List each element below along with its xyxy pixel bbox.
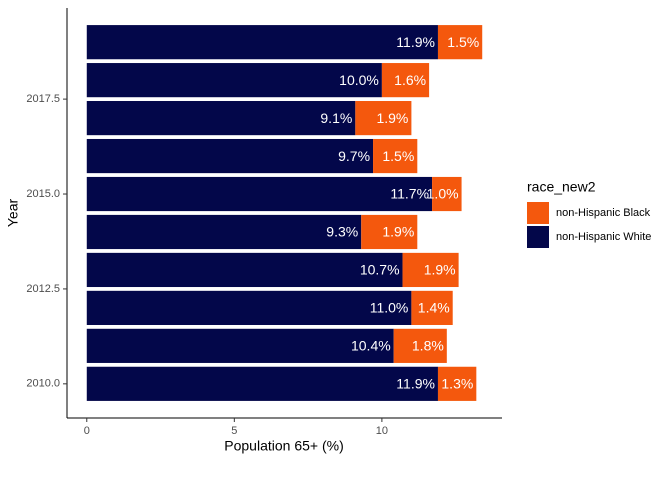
value-label: 1.9%	[376, 110, 408, 126]
y-tick-label: 2015.0	[26, 188, 60, 200]
bar	[381, 63, 430, 98]
bar	[402, 252, 459, 288]
bar	[437, 25, 483, 60]
x-tick-label: 5	[231, 425, 237, 437]
legend-label: non-Hispanic Black	[556, 207, 651, 219]
y-tick-label: 2012.5	[26, 283, 60, 295]
bar	[393, 328, 447, 363]
value-label: 1.3%	[441, 376, 473, 392]
bar	[411, 290, 453, 325]
legend-label: non-Hispanic White	[556, 231, 651, 243]
value-label: 9.3%	[326, 224, 358, 240]
bar	[86, 176, 433, 212]
bar	[437, 366, 477, 401]
value-label: 1.5%	[447, 34, 479, 50]
value-label: 10.4%	[351, 338, 391, 354]
bar	[86, 25, 438, 60]
bar	[86, 290, 412, 325]
y-tick-label: 2010.0	[26, 378, 60, 390]
value-label: 10.0%	[339, 72, 379, 88]
value-label: 1.0%	[427, 186, 459, 202]
value-label: 11.9%	[396, 34, 435, 50]
bar	[86, 63, 382, 98]
x-tick-label: 0	[84, 425, 90, 437]
y-axis-title: Year	[5, 199, 21, 228]
bar	[86, 252, 403, 288]
bar	[86, 214, 362, 250]
value-label: 1.6%	[394, 72, 426, 88]
bar	[361, 214, 418, 250]
value-label: 1.5%	[382, 148, 414, 164]
y-tick-label: 2017.5	[26, 93, 60, 105]
value-label: 1.4%	[418, 300, 450, 316]
value-label: 11.9%	[396, 376, 435, 392]
x-tick-label: 10	[376, 425, 388, 437]
bar	[86, 366, 438, 401]
value-label: 9.7%	[338, 148, 370, 164]
legend-key	[527, 226, 549, 248]
x-axis-title: Population 65+ (%)	[224, 438, 343, 454]
legend-key	[527, 202, 549, 224]
value-label: 11.0%	[370, 300, 409, 316]
bar	[86, 328, 394, 363]
bar	[86, 101, 356, 136]
value-label: 1.8%	[412, 338, 444, 354]
value-label: 10.7%	[360, 262, 400, 278]
bar	[86, 138, 374, 174]
bar	[373, 138, 418, 174]
legend-title: race_new2	[527, 179, 596, 195]
value-label: 1.9%	[424, 262, 456, 278]
value-label: 9.1%	[320, 110, 352, 126]
bar	[432, 176, 462, 212]
bar	[355, 101, 412, 136]
value-label: 11.7%	[390, 186, 429, 202]
value-label: 1.9%	[382, 224, 414, 240]
